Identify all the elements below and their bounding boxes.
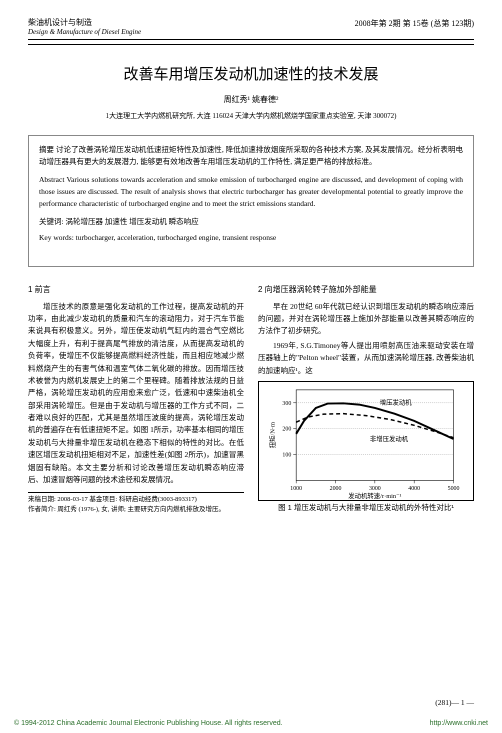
svg-text:2000: 2000: [330, 486, 342, 492]
page-header: 柴油机设计与制造 Design & Manufacture of Diesel …: [28, 18, 474, 40]
kw-en-text: turbocharger, acceleration, turbocharged…: [76, 233, 277, 242]
section-2-para-2: 1969年, S.G.Timoney等人提出用喷射高压油来驱动安装在增压器轴上的…: [258, 340, 474, 377]
section-2-para-1: 早在 20世纪 60年代就已经认识到增压发动机的瞬态响应滞后的问题，并对在涡轮增…: [258, 301, 474, 338]
figure-1-chart: 100 200 300 1000 2000 3000 4000 5000 发动机转速/r·min…: [258, 381, 474, 501]
keywords-cn: 关键词: 涡轮增压器 加速性 增压发动机 瞬态响应: [39, 216, 463, 228]
header-rule: [28, 44, 474, 45]
footnote-bio: 作者简介: 周红秀 (1976-), 女, 讲师; 主要研究方向内燃机排放及增压…: [28, 505, 244, 515]
svg-text:增压发动机: 增压发动机: [380, 398, 413, 407]
body-columns: 1 前言 增压技术的原意是强化发动机的工作过程，提高发动机的开功率，由此减少发动…: [28, 279, 474, 514]
chart-svg: 100 200 300 1000 2000 3000 4000 5000 发动机转速/r·min…: [259, 382, 473, 500]
section-1-title: 1 前言: [28, 283, 244, 296]
paper-title: 改善车用增压发动机加速性的技术发展: [28, 63, 474, 84]
footnote-rule: 来稿日期: 2008-03-17 基金项目: 科研启动经费(3003-89331…: [28, 492, 244, 515]
svg-text:3000: 3000: [369, 486, 381, 492]
footnote-received: 来稿日期: 2008-03-17 基金项目: 科研启动经费(3003-89331…: [28, 495, 244, 505]
kw-cn-label: 关键词:: [39, 217, 64, 226]
section-2-title: 2 向增压器涡轮转子施加外部能量: [258, 283, 474, 296]
journal-name: 柴油机设计与制造 Design & Manufacture of Diesel …: [28, 18, 141, 37]
svg-text:100: 100: [282, 452, 291, 458]
figure-1-caption: 图 1 增压发动机与大排量非增压发动机的外特性对比¹: [258, 503, 474, 513]
abstract-cn-text: 讨论了改善涡轮增压发动机低速扭矩特性及加速性, 降低加速排放烟度所采取的各种技术…: [39, 145, 463, 166]
abstract-box: 摘要 讨论了改善涡轮增压发动机低速扭矩特性及加速性, 降低加速排放烟度所采取的各…: [28, 135, 474, 267]
svg-text:扭矩/N·m: 扭矩/N·m: [268, 422, 277, 448]
abstract-en-text: Various solutions towards acceleration a…: [39, 175, 463, 208]
page-number: (281)— 1 —: [435, 698, 474, 707]
column-right: 2 向增压器涡轮转子施加外部能量 早在 20世纪 60年代就已经认识到增压发动机…: [258, 279, 474, 514]
journal-name-cn: 柴油机设计与制造: [28, 18, 141, 28]
svg-text:300: 300: [282, 401, 291, 407]
affiliation: 1大连理工大学内燃机研究所, 大连 116024 天津大学内燃机燃烧学国家重点实…: [28, 111, 474, 121]
kw-cn-text: 涡轮增压器 加速性 增压发动机 瞬态响应: [65, 217, 198, 226]
issue-info: 2008年第 2期 第 15卷 (总第 123期): [355, 18, 474, 37]
watermark-left: © 1994-2012 China Academic Journal Elect…: [14, 720, 283, 727]
keywords-en: Key words: turbocharger, acceleration, t…: [39, 232, 463, 244]
authors: 周红秀¹ 姚春德²: [28, 94, 474, 105]
svg-text:非增压发动机: 非增压发动机: [370, 434, 409, 443]
column-left: 1 前言 增压技术的原意是强化发动机的工作过程，提高发动机的开功率，由此减少发动…: [28, 279, 244, 514]
section-1-para: 增压技术的原意是强化发动机的工作过程，提高发动机的开功率，由此减少发动机的质量和…: [28, 301, 244, 487]
svg-text:200: 200: [282, 427, 291, 433]
journal-name-en: Design & Manufacture of Diesel Engine: [28, 28, 141, 37]
abstract-en: Abstract Various solutions towards accel…: [39, 174, 463, 210]
abstract-cn-label: 摘要: [39, 145, 54, 154]
svg-text:1000: 1000: [290, 486, 302, 492]
abstract-cn: 摘要 讨论了改善涡轮增压发动机低速扭矩特性及加速性, 降低加速排放烟度所采取的各…: [39, 144, 463, 168]
svg-text:发动机转速/r·min⁻¹: 发动机转速/r·min⁻¹: [348, 491, 401, 500]
page: 柴油机设计与制造 Design & Manufacture of Diesel …: [0, 0, 502, 733]
svg-text:5000: 5000: [448, 486, 460, 492]
kw-en-label: Key words:: [39, 233, 74, 242]
svg-text:4000: 4000: [408, 486, 420, 492]
watermark-right: http://www.cnki.net: [430, 720, 488, 727]
abstract-en-label: Abstract: [39, 175, 64, 184]
